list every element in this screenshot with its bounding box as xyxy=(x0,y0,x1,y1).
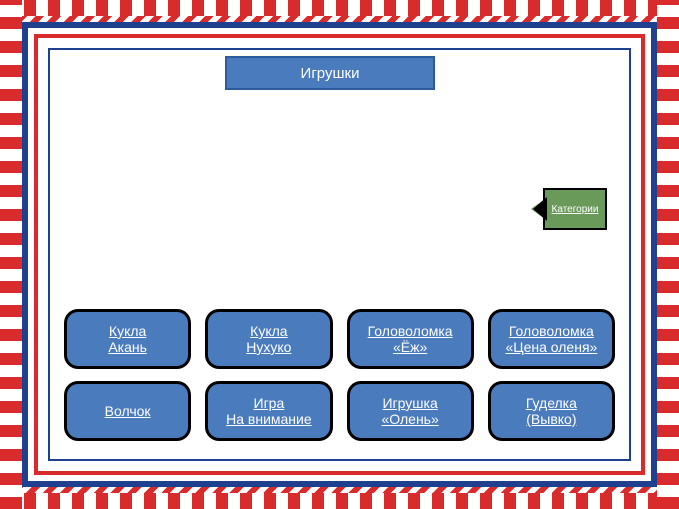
game-button-label: Головоломка «Ёж» xyxy=(368,323,453,355)
ornament-edge-left xyxy=(0,0,22,509)
red-inner-frame: Игрушки Категории Кукла Акань Кукла Нуху… xyxy=(34,34,645,475)
page-title: Игрушки xyxy=(225,56,435,90)
game-button-label: Кукла Нухуко xyxy=(246,323,291,355)
ornament-edge-right xyxy=(657,0,679,509)
game-button-volchok[interactable]: Волчок xyxy=(64,381,191,441)
game-button-label: Волчок xyxy=(105,403,151,419)
game-button-label: Игрушка «Олень» xyxy=(381,395,438,427)
game-button-golovolomka-ezh[interactable]: Головоломка «Ёж» xyxy=(347,309,474,369)
blue-outer-frame: Игрушки Категории Кукла Акань Кукла Нуху… xyxy=(22,22,657,487)
game-button-kukla-nukhuko[interactable]: Кукла Нухуко xyxy=(205,309,332,369)
game-button-label: Гуделка (Вывко) xyxy=(526,395,577,427)
game-button-gudelka-vyvko[interactable]: Гуделка (Вывко) xyxy=(488,381,615,441)
game-button-igrushka-olen[interactable]: Игрушка «Олень» xyxy=(347,381,474,441)
game-button-kukla-akan[interactable]: Кукла Акань xyxy=(64,309,191,369)
game-button-label: Игра На внимание xyxy=(226,395,312,427)
game-button-label: Головоломка «Цена оленя» xyxy=(505,323,597,355)
content-area: Игрушки Категории Кукла Акань Кукла Нуху… xyxy=(48,48,631,461)
back-arrow-icon xyxy=(531,199,545,219)
ornament-edge-top xyxy=(0,0,679,22)
game-buttons-grid: Кукла Акань Кукла Нухуко Головоломка «Ёж… xyxy=(64,309,615,441)
game-button-label: Кукла Акань xyxy=(108,323,147,355)
game-button-golovolomka-tsena-olenya[interactable]: Головоломка «Цена оленя» xyxy=(488,309,615,369)
categories-label: Категории xyxy=(552,204,599,215)
ornament-edge-bottom xyxy=(0,487,679,509)
game-button-igra-na-vnimanie[interactable]: Игра На внимание xyxy=(205,381,332,441)
page-title-text: Игрушки xyxy=(301,65,360,82)
categories-back-button[interactable]: Категории xyxy=(543,188,607,230)
